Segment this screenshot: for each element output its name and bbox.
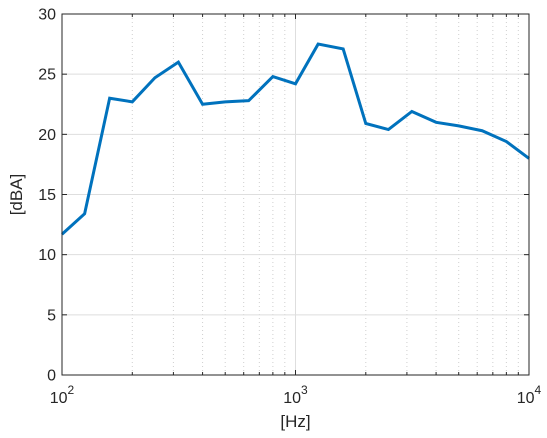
y-tick-label: 30 <box>38 7 56 24</box>
major-grid <box>62 14 529 375</box>
y-axis-label: [dBA] <box>7 174 26 216</box>
x-tick-label: 104 <box>517 383 542 407</box>
x-axis-label: [Hz] <box>280 412 310 431</box>
axis-ticks <box>61 13 530 376</box>
y-tick-label: 20 <box>38 127 56 144</box>
y-tick-labels: 0 5 10 15 20 25 30 <box>38 7 56 385</box>
y-tick-label: 15 <box>38 187 56 204</box>
y-tick-label: 5 <box>47 307 56 324</box>
y-tick-label: 0 <box>47 368 56 385</box>
y-tick-label: 10 <box>38 247 56 264</box>
y-tick-label: 25 <box>38 67 56 84</box>
x-tick-labels: 102 103 104 <box>50 383 542 407</box>
series-line <box>60 42 530 236</box>
x-tick-label: 102 <box>50 383 75 407</box>
x-tick-label: 103 <box>283 383 308 407</box>
series-layer <box>60 42 530 236</box>
